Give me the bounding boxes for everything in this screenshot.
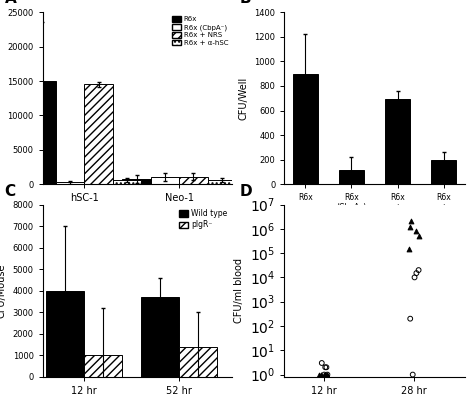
Y-axis label: CFU/Well: CFU/Well bbox=[0, 77, 2, 120]
Y-axis label: CFU/Mouse: CFU/Mouse bbox=[0, 263, 7, 318]
Point bbox=[323, 371, 331, 378]
Bar bbox=[84, 355, 122, 377]
Bar bbox=[84, 85, 113, 184]
Point bbox=[317, 371, 325, 378]
Y-axis label: CFU/ml blood: CFU/ml blood bbox=[235, 258, 245, 323]
Bar bbox=[208, 180, 236, 184]
Point bbox=[412, 270, 420, 276]
Bar bbox=[141, 297, 179, 377]
Bar bbox=[151, 177, 179, 184]
Bar bbox=[339, 170, 364, 184]
Point bbox=[415, 233, 423, 239]
Point bbox=[320, 371, 328, 378]
Bar bbox=[385, 99, 410, 184]
Text: A: A bbox=[5, 0, 17, 6]
Point bbox=[321, 364, 329, 371]
Point bbox=[405, 246, 412, 252]
Bar bbox=[113, 180, 141, 184]
Point bbox=[412, 228, 420, 234]
Point bbox=[323, 371, 330, 378]
Bar bbox=[179, 177, 208, 184]
Point bbox=[406, 224, 413, 230]
Point bbox=[315, 371, 323, 378]
Text: C: C bbox=[5, 184, 16, 199]
Bar bbox=[56, 182, 84, 184]
Point bbox=[323, 371, 331, 378]
Bar bbox=[179, 347, 217, 377]
Point bbox=[323, 364, 330, 371]
Text: D: D bbox=[239, 184, 252, 199]
Point bbox=[320, 371, 328, 378]
Point bbox=[415, 267, 422, 273]
Point bbox=[322, 371, 329, 378]
Legend: Wild type, pIgR⁻: Wild type, pIgR⁻ bbox=[178, 209, 228, 230]
Bar bbox=[27, 81, 56, 184]
Point bbox=[324, 371, 331, 378]
Text: B: B bbox=[239, 0, 251, 6]
Bar bbox=[122, 179, 151, 184]
Point bbox=[318, 360, 326, 366]
Point bbox=[409, 371, 417, 378]
Point bbox=[317, 371, 325, 378]
Point bbox=[406, 316, 414, 322]
Point bbox=[407, 218, 414, 225]
Legend: R6x, R6x (CbpA⁻), R6x + NRS, R6x + α-hSC: R6x, R6x (CbpA⁻), R6x + NRS, R6x + α-hSC bbox=[172, 16, 229, 47]
Point bbox=[411, 274, 419, 281]
Bar bbox=[431, 160, 456, 184]
Bar bbox=[292, 74, 318, 184]
Y-axis label: CFU/Well: CFU/Well bbox=[239, 77, 249, 120]
Bar bbox=[46, 291, 84, 377]
